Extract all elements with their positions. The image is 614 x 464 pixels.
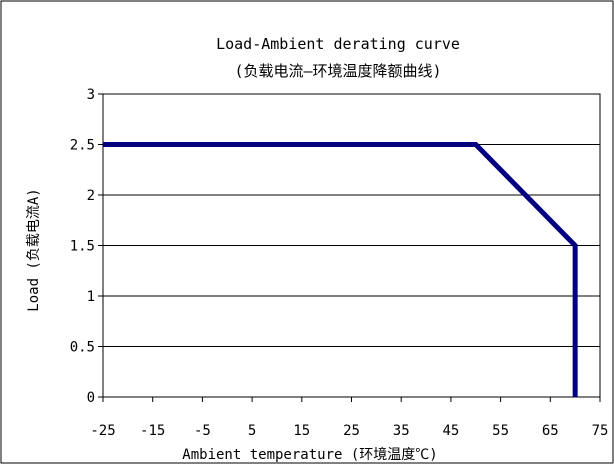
y-tick-label-5: 2.5	[70, 138, 95, 154]
y-tick-label-4: 2	[87, 188, 95, 204]
x-tick-label-4: 15	[293, 423, 310, 439]
x-tick-label-10: 75	[592, 423, 609, 439]
chart-title: Load-Ambient derating curve	[216, 35, 460, 53]
y-tick-label-1: 0.5	[70, 340, 95, 356]
x-tick-label-8: 55	[492, 423, 509, 439]
x-tick-label-1: -15	[140, 423, 165, 439]
y-tick-label-3: 1.5	[70, 239, 95, 255]
x-tick-label-3: 5	[248, 423, 256, 439]
x-axis-ticks: -25 -15 -5 5 15 25 35 45 55 65 75	[90, 397, 608, 439]
x-tick-label-0: -25	[90, 423, 115, 439]
series-line-0	[103, 142, 578, 397]
x-tick-label-9: 65	[542, 423, 559, 439]
x-tick-label-6: 35	[393, 423, 410, 439]
x-tick-label-5: 25	[343, 423, 360, 439]
x-tick-label-2: -5	[194, 423, 211, 439]
y-tick-label-6: 3	[87, 87, 95, 103]
y-tick-label-2: 1	[87, 289, 95, 305]
y-tick-label-0: 0	[87, 390, 95, 406]
x-axis-label: Ambient temperature (环境温度℃)	[182, 447, 437, 463]
x-tick-label-7: 45	[442, 423, 459, 439]
y-axis-ticks: 0 0.5 1 1.5 2 2.5 3	[70, 87, 103, 406]
series-layer	[103, 142, 578, 397]
y-axis-label: Load (负载电流A)	[26, 188, 42, 311]
chart-subtitle: (负载电流—环境温度降额曲线)	[234, 62, 441, 80]
